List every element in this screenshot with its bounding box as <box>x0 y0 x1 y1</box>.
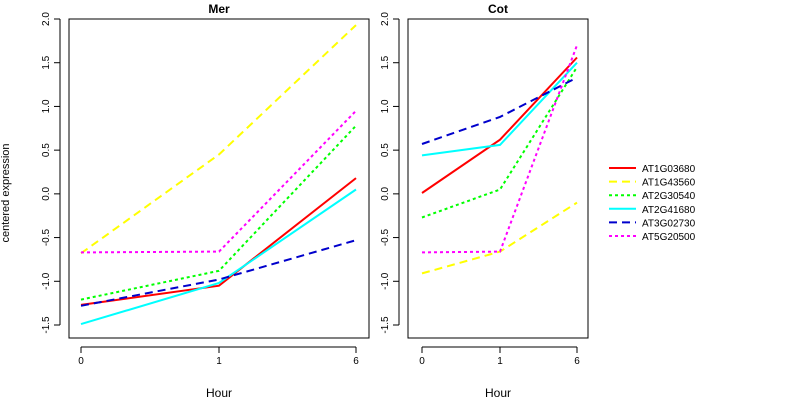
legend: AT1G03680 AT1G43560 AT2G30540 AT2G41680 AT3G… <box>609 164 696 243</box>
series-line-at2g30540 <box>421 66 578 219</box>
y-tick-label: -1.0 <box>380 272 391 290</box>
y-tick-label: 1.5 <box>41 55 52 69</box>
legend-item: AT2G30540 <box>609 191 696 202</box>
panel-0: Mer -1.5 -1.0 -0.5 0.0 0.5 1.0 1.5 2.0 0 1 6 Hour <box>41 2 370 400</box>
plot-frame <box>68 18 370 339</box>
y-tick-label: 1.0 <box>41 99 52 113</box>
legend-item: AT3G02730 <box>609 218 696 229</box>
series-line-at5g20500 <box>80 110 357 254</box>
y-tick-label: -1.0 <box>41 272 52 290</box>
y-tick-label: 0.5 <box>41 143 52 157</box>
x-tick-label: 1 <box>216 356 222 367</box>
legend-label: AT1G43560 <box>642 178 696 189</box>
x-tick-label: 1 <box>497 356 503 367</box>
x-tick-label: 0 <box>419 356 425 367</box>
panel-title: Cot <box>488 2 508 16</box>
legend-item: AT1G43560 <box>609 178 696 189</box>
y-tick-label: 0.0 <box>41 186 52 200</box>
legend-item: AT2G41680 <box>609 205 696 216</box>
legend-label: AT2G41680 <box>642 205 696 216</box>
y-tick-label: 0.0 <box>380 186 391 200</box>
y-axis-label: centered expression <box>0 143 12 242</box>
legend-item: AT1G03680 <box>609 164 696 175</box>
series-line-at1g03680 <box>80 177 357 306</box>
legend-label: AT5G20500 <box>642 232 696 243</box>
x-tick-label: 6 <box>574 356 580 367</box>
series-line-at1g43560 <box>80 24 357 255</box>
y-tick-label: 1.0 <box>380 99 391 113</box>
legend-item: AT5G20500 <box>609 232 696 243</box>
y-tick-label: -0.5 <box>380 229 391 247</box>
plot-frame <box>407 18 589 339</box>
series-line-at3g02730 <box>80 239 357 307</box>
y-tick-label: 2.0 <box>380 12 391 26</box>
series-line-at2g30540 <box>80 125 357 301</box>
y-tick-label: -0.5 <box>41 229 52 247</box>
series-line-at1g43560 <box>421 201 578 275</box>
panels-layer: Mer-1.5-1.0-0.50.00.51.01.52.00 1 6HourCot… <box>41 2 589 400</box>
y-tick-label: 2.0 <box>41 12 52 26</box>
x-tick-label: 6 <box>353 356 359 367</box>
panel-1: Cot -1.5 -1.0 -0.5 0.0 0.5 1.0 1.5 2.0 0 1 6 Hour <box>380 2 589 400</box>
series-line-at2g41680 <box>421 62 578 157</box>
series-line-at5g20500 <box>421 44 578 254</box>
x-tick-label: 0 <box>78 356 84 367</box>
legend-label: AT1G03680 <box>642 164 696 175</box>
y-tick-label: 0.5 <box>380 143 391 157</box>
legend-label: AT3G02730 <box>642 218 696 229</box>
y-tick-label: 1.5 <box>380 55 391 69</box>
series-line-at2g41680 <box>80 188 357 326</box>
panel-title: Mer <box>208 2 230 16</box>
series-line-at1g03680 <box>421 56 578 194</box>
x-axis-label: Hour <box>206 386 232 400</box>
series-line-at3g02730 <box>421 76 578 145</box>
x-axis-label: Hour <box>485 386 511 400</box>
y-tick-label: -1.5 <box>41 316 52 334</box>
legend-label: AT2G30540 <box>642 191 696 202</box>
y-tick-label: -1.5 <box>380 316 391 334</box>
